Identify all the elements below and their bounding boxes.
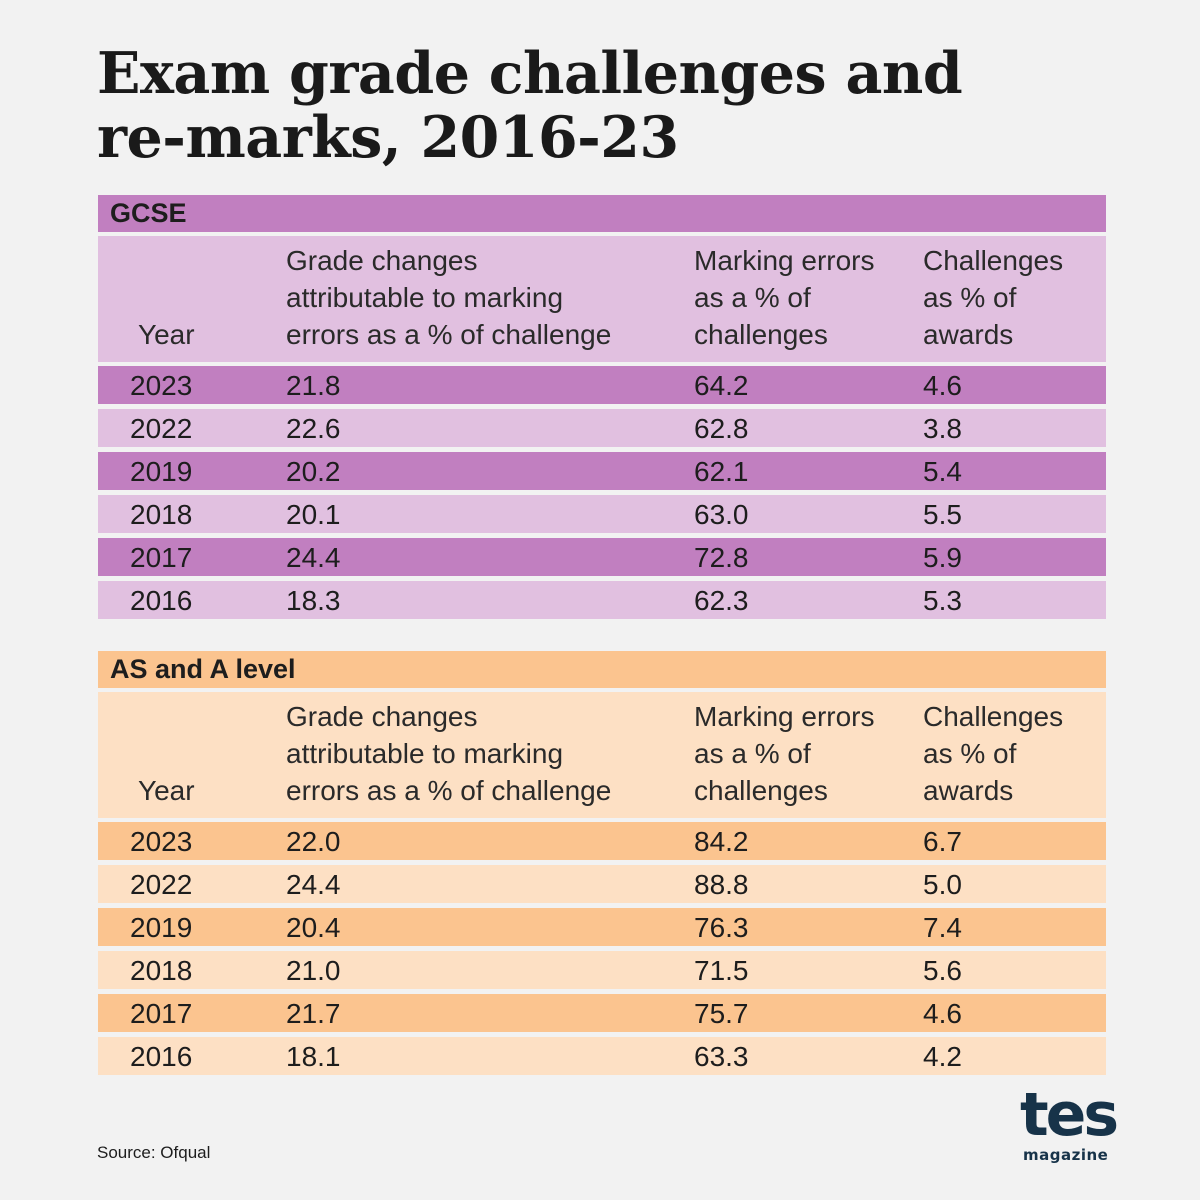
marking-errors-cell: 72.8	[694, 542, 749, 573]
tes-magazine-logo: tes magazine	[1020, 1085, 1119, 1170]
title-line-2: re-marks, 2016-23	[97, 104, 679, 171]
source-note: Source: Ofqual	[97, 1143, 211, 1162]
year-cell: 2018	[130, 499, 193, 530]
table-row: 2019 20.4 76.3 7.4	[98, 908, 1106, 946]
challenges-column-header: Challenges as % of awards	[923, 701, 1064, 806]
table-row: 2016 18.1 63.3 4.2	[98, 1037, 1106, 1075]
grade-changes-cell: 20.4	[286, 912, 341, 943]
logo-wordmark: tes	[1020, 1080, 1119, 1150]
year-cell: 2019	[130, 912, 193, 943]
marking-errors-column-header: Marking errors as a % of challenges	[694, 245, 875, 350]
year-column-header: Year	[138, 319, 195, 350]
page-title: Exam grade challenges and re-marks, 2016…	[97, 42, 1097, 170]
grade-changes-cell: 24.4	[286, 869, 341, 900]
year-cell: 2016	[130, 1041, 193, 1072]
marking-errors-cell: 62.8	[694, 413, 749, 444]
challenges-cell: 3.8	[923, 413, 962, 444]
marking-errors-cell: 71.5	[694, 955, 749, 986]
grade-changes-column-header: Grade changes attributable to marking er…	[286, 245, 612, 350]
marking-errors-cell: 62.3	[694, 585, 749, 616]
marking-errors-cell: 63.3	[694, 1041, 749, 1072]
a-level-table: AS and A level Year Grade changes attrib…	[98, 651, 1106, 1080]
marking-errors-cell: 76.3	[694, 912, 749, 943]
table-row: 2019 20.2 62.1 5.4	[98, 452, 1106, 490]
marking-errors-cell: 62.1	[694, 456, 749, 487]
challenges-column-header: Challenges as % of awards	[923, 245, 1064, 350]
grade-changes-cell: 24.4	[286, 542, 341, 573]
year-column-header: Year	[138, 775, 195, 806]
marking-errors-cell: 88.8	[694, 869, 749, 900]
year-cell: 2017	[130, 998, 193, 1029]
gcse-section-header: GCSE	[98, 195, 1106, 232]
gcse-column-headers: Year Grade changes attributable to marki…	[98, 236, 1106, 362]
year-cell: 2019	[130, 456, 193, 487]
challenges-cell: 5.3	[923, 585, 962, 616]
grade-changes-cell: 20.1	[286, 499, 341, 530]
challenges-cell: 5.9	[923, 542, 962, 573]
table-row: 2017 24.4 72.8 5.9	[98, 538, 1106, 576]
year-cell: 2017	[130, 542, 193, 573]
challenges-cell: 7.4	[923, 912, 962, 943]
marking-errors-cell: 63.0	[694, 499, 749, 530]
year-cell: 2018	[130, 955, 193, 986]
table-row: 2022 22.6 62.8 3.8	[98, 409, 1106, 447]
challenges-cell: 4.6	[923, 370, 962, 401]
grade-changes-cell: 21.8	[286, 370, 341, 401]
table-row: 2023 22.0 84.2 6.7	[98, 822, 1106, 860]
a-level-section-header: AS and A level	[98, 651, 1106, 688]
grade-changes-column-header: Grade changes attributable to marking er…	[286, 701, 612, 806]
grade-changes-cell: 21.0	[286, 955, 341, 986]
challenges-cell: 5.5	[923, 499, 962, 530]
a-level-column-headers: Year Grade changes attributable to marki…	[98, 692, 1106, 818]
challenges-cell: 5.6	[923, 955, 962, 986]
table-row: 2017 21.7 75.7 4.6	[98, 994, 1106, 1032]
challenges-cell: 5.4	[923, 456, 962, 487]
grade-changes-cell: 22.6	[286, 413, 341, 444]
grade-changes-cell: 22.0	[286, 826, 341, 857]
title-line-1: Exam grade challenges and	[97, 40, 963, 107]
challenges-cell: 4.2	[923, 1041, 962, 1072]
marking-errors-cell: 84.2	[694, 826, 749, 857]
a-level-rows: 2023 22.0 84.2 6.7 2022 24.4 88.8 5.0 2019 20.4 76…	[98, 822, 1106, 1075]
grade-changes-cell: 18.3	[286, 585, 341, 616]
gcse-rows: 2023 21.8 64.2 4.6 2022 22.6 62.8 3.8 2019 20.2 62…	[98, 366, 1106, 619]
year-cell: 2022	[130, 869, 193, 900]
logo-subtitle: magazine	[1023, 1146, 1109, 1164]
table-row: 2016 18.3 62.3 5.3	[98, 581, 1106, 619]
grade-changes-cell: 21.7	[286, 998, 341, 1029]
marking-errors-column-header: Marking errors as a % of challenges	[694, 701, 875, 806]
year-cell: 2016	[130, 585, 193, 616]
grade-changes-cell: 18.1	[286, 1041, 341, 1072]
grade-changes-cell: 20.2	[286, 456, 341, 487]
marking-errors-cell: 75.7	[694, 998, 749, 1029]
marking-errors-cell: 64.2	[694, 370, 749, 401]
challenges-cell: 5.0	[923, 869, 962, 900]
year-cell: 2023	[130, 370, 193, 401]
challenges-cell: 6.7	[923, 826, 962, 857]
table-row: 2023 21.8 64.2 4.6	[98, 366, 1106, 404]
challenges-cell: 4.6	[923, 998, 962, 1029]
table-row: 2018 21.0 71.5 5.6	[98, 951, 1106, 989]
year-cell: 2023	[130, 826, 193, 857]
table-row: 2018 20.1 63.0 5.5	[98, 495, 1106, 533]
gcse-table: GCSE Year Grade changes attributable to …	[98, 195, 1106, 624]
table-row: 2022 24.4 88.8 5.0	[98, 865, 1106, 903]
year-cell: 2022	[130, 413, 193, 444]
